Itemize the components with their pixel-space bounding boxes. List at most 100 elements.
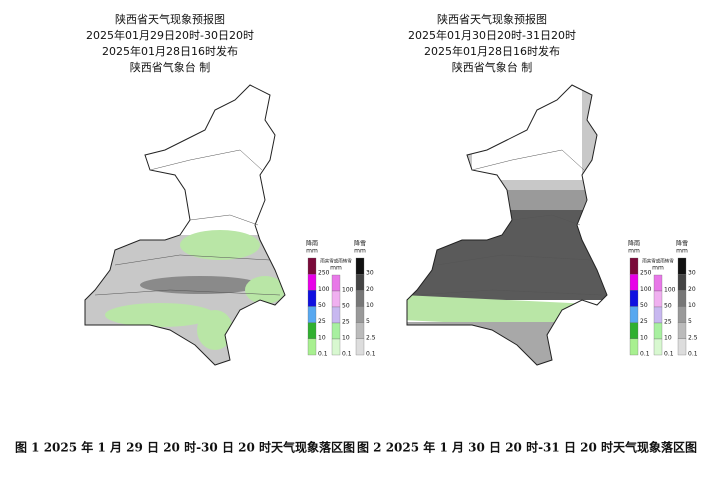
legend-title: 雨夹雪或雨转雪: [642, 258, 674, 265]
legend-level: 0.1: [640, 351, 650, 358]
legend-swatch: [677, 338, 687, 356]
legend-level: 50: [342, 303, 350, 310]
legend-level: 0.1: [342, 351, 352, 358]
legend-level: 25: [342, 319, 350, 326]
legend-unit: mm: [652, 265, 664, 272]
legend-level: 5: [366, 318, 370, 325]
legend-title: 降雨: [306, 240, 318, 248]
legend-swatch: [629, 290, 639, 307]
legend-swatch: [355, 306, 365, 323]
legend-swatch: [677, 306, 687, 323]
legend-swatch: [331, 322, 341, 340]
legend-level: 10: [688, 302, 696, 309]
legend-swatch: [355, 290, 365, 307]
legend-swatch: [307, 257, 317, 275]
legend-swatch: [629, 322, 639, 339]
weather-area: [407, 322, 607, 365]
legend-unit: mm: [330, 265, 342, 272]
legend-level: 10: [640, 334, 648, 341]
legend-swatch: [331, 274, 341, 292]
legend-level: 2.5: [688, 334, 698, 341]
panel: 陕西省天气现象预报图 2025年01月30日20时-31日20时 2025年01月2…: [406, 12, 698, 366]
legend-swatch: [677, 257, 687, 275]
legend-level: 10: [342, 335, 350, 342]
legend-level: 25: [318, 318, 326, 325]
legend-level: 10: [664, 335, 672, 342]
legend-level: 50: [318, 302, 326, 309]
legend-swatch: [677, 290, 687, 307]
map: [85, 230, 285, 365]
weather-area: [197, 310, 233, 350]
legend-title: 降雨: [628, 240, 640, 248]
legend-swatch: [331, 306, 341, 324]
legend-swatch: [355, 257, 365, 275]
legend-level: 250: [318, 270, 330, 277]
map-period: 2025年01月29日20时-30日20时: [86, 28, 254, 42]
weather-area: [180, 230, 260, 260]
map-issued: 2025年01月28日16时发布: [424, 44, 560, 58]
legend-level: 250: [640, 270, 652, 277]
maps: 陕西省天气现象预报图 2025年01月29日20时-30日20时 2025年01月2…: [15, 12, 698, 455]
legend-swatch: [331, 290, 341, 308]
legend-level: 5: [688, 318, 692, 325]
map: [407, 85, 607, 365]
legend-swatch: [677, 322, 687, 339]
legend-swatch: [629, 338, 639, 356]
map-title: 陕西省天气现象预报图: [437, 12, 547, 26]
legend-swatch: [653, 338, 663, 356]
legend-level: 100: [640, 286, 652, 293]
legend-unit: mm: [306, 248, 318, 255]
legend-swatch: [331, 338, 341, 356]
legend-level: 100: [664, 287, 676, 294]
legend-level: 0.1: [318, 351, 328, 358]
legend-swatch: [653, 290, 663, 308]
legend-level: 25: [640, 318, 648, 325]
legend-unit: mm: [628, 248, 640, 255]
boundaries: [94, 149, 281, 296]
legend-swatch: [307, 322, 317, 339]
legend-title: 降雪: [676, 240, 688, 248]
panel: 陕西省天气现象预报图 2025年01月29日20时-30日20时 2025年01月2…: [84, 12, 376, 366]
legend-swatch: [629, 257, 639, 275]
legend-swatch: [355, 274, 365, 291]
legend-title: 雨夹雪或雨转雪: [320, 258, 352, 265]
map-title: 陕西省天气现象预报图: [115, 12, 225, 26]
weather-area: [105, 303, 215, 327]
legend-title: 降雪: [354, 240, 366, 248]
legend-swatch: [307, 306, 317, 323]
legend-swatch: [355, 338, 365, 356]
map-issued: 2025年01月28日16时发布: [102, 44, 238, 58]
legend-swatch: [653, 274, 663, 292]
legend-level: 0.1: [688, 351, 698, 358]
legend-level: 2.5: [366, 334, 376, 341]
legend-level: 25: [664, 319, 672, 326]
legend-level: 100: [342, 287, 354, 294]
legend-level: 10: [318, 334, 326, 341]
legend-level: 10: [366, 302, 374, 309]
legend-level: 0.1: [366, 351, 376, 358]
weather-area: [407, 210, 607, 300]
boundaries: [416, 149, 603, 296]
legend-swatch: [629, 306, 639, 323]
legend-swatch: [677, 274, 687, 291]
map-period: 2025年01月30日20时-31日20时: [408, 28, 576, 42]
legend-unit: mm: [676, 248, 688, 255]
map-agency: 陕西省气象台 制: [452, 60, 533, 74]
legend-level: 20: [688, 286, 696, 293]
weather-area: [245, 276, 285, 304]
legend-swatch: [307, 274, 317, 291]
caption: 图 2 2025 年 1 月 30 日 20 时-31 日 20 时天气现象落区…: [357, 440, 697, 455]
legend-level: 50: [640, 302, 648, 309]
legend-level: 30: [366, 270, 374, 277]
map-agency: 陕西省气象台 制: [130, 60, 211, 74]
legend-swatch: [307, 338, 317, 356]
legend-level: 30: [688, 270, 696, 277]
legend-level: 0.1: [664, 351, 674, 358]
legend-unit: mm: [354, 248, 366, 255]
legend-swatch: [629, 274, 639, 291]
legend-swatch: [653, 322, 663, 340]
legend-level: 50: [664, 303, 672, 310]
caption: 图 1 2025 年 1 月 29 日 20 时-30 日 20 时天气现象落区…: [15, 440, 355, 455]
legend-swatch: [307, 290, 317, 307]
